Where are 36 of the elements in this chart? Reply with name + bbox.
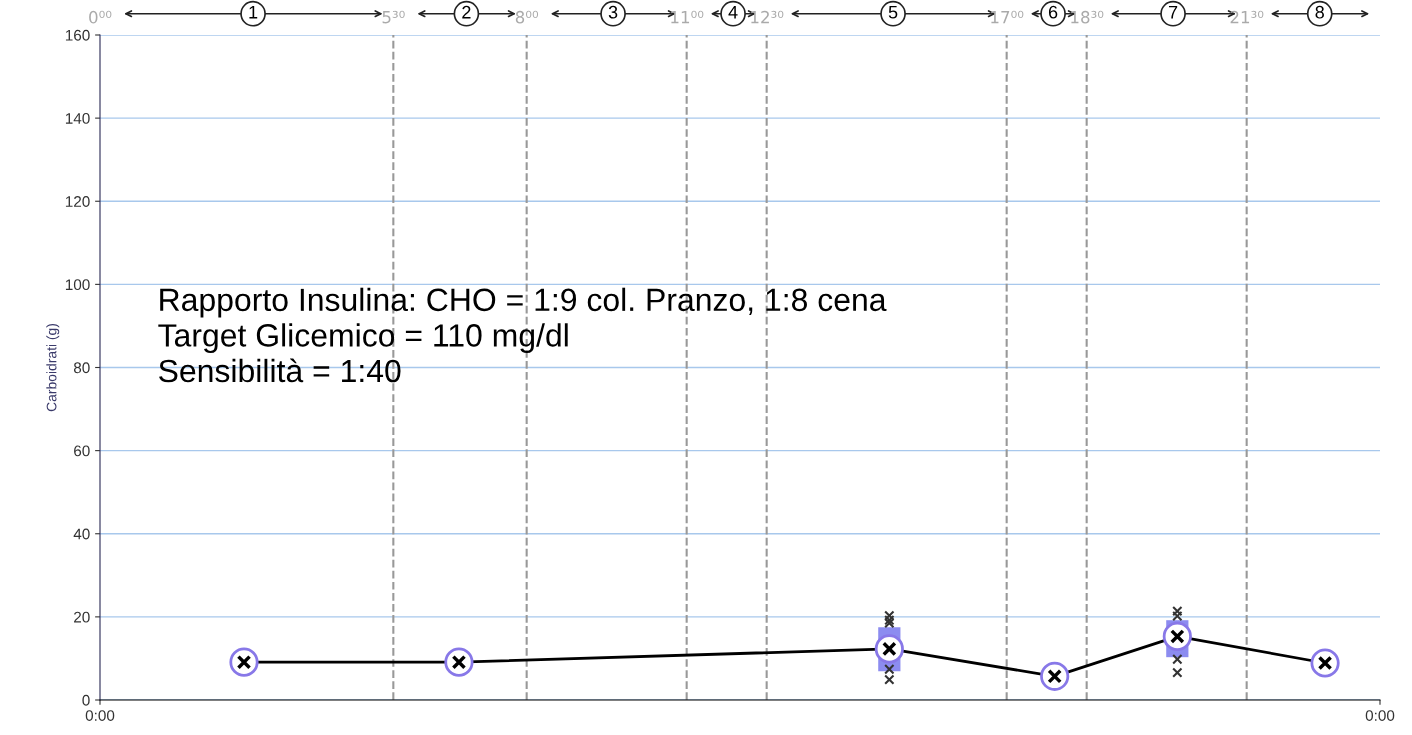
x2-tick-label: 8⁰⁰: [515, 10, 539, 24]
y-tick-label: 100: [65, 279, 90, 291]
point: [1172, 610, 1183, 622]
x2-tick-label: 21³⁰: [1230, 10, 1264, 24]
x2-tick-label: 0⁰⁰: [89, 10, 112, 24]
x2-tick-label: 12³⁰: [751, 10, 784, 24]
y-tick-label: 60: [74, 445, 90, 457]
point: [1172, 654, 1183, 665]
y-tick-label: 80: [73, 362, 90, 374]
annotation: Rapporto Insulina: CHO = 1:9 col. Pranzo, 1:8 cena Target Glicemico = 110 mg/dl Sensibilità = 1:40: [158, 287, 887, 383]
x2-tick-label: 5³⁰: [382, 10, 405, 24]
y-tick-label: 20: [74, 611, 90, 623]
x2-tick-label: 11⁰⁰: [671, 10, 704, 24]
text: 2: [462, 5, 471, 19]
y-axis-title: Carboidrati (g): [46, 323, 60, 412]
x-tick-label: 0:00: [85, 710, 115, 721]
point: [884, 674, 895, 685]
point: [1172, 605, 1183, 617]
point: [1172, 667, 1183, 678]
text: 8: [1315, 5, 1324, 19]
x2-tick-label: 17⁰⁰: [991, 10, 1024, 24]
y-tick-label: 120: [65, 196, 90, 207]
text: 1: [249, 5, 258, 19]
point: [884, 664, 895, 675]
y-tick-label: 0: [82, 694, 90, 706]
y-tick-label: 160: [65, 29, 90, 41]
text: 6: [1048, 5, 1058, 19]
text: 4: [728, 5, 738, 19]
text: 7: [1168, 5, 1178, 19]
point: [884, 610, 895, 621]
x-tick-label: 0:00: [1365, 710, 1395, 721]
text: 3: [608, 5, 618, 19]
y-tick-label: 140: [65, 112, 90, 124]
x2-tick-label: 18³⁰: [1071, 10, 1104, 24]
text: 5: [888, 5, 898, 19]
y-tick-label: 40: [73, 528, 90, 540]
